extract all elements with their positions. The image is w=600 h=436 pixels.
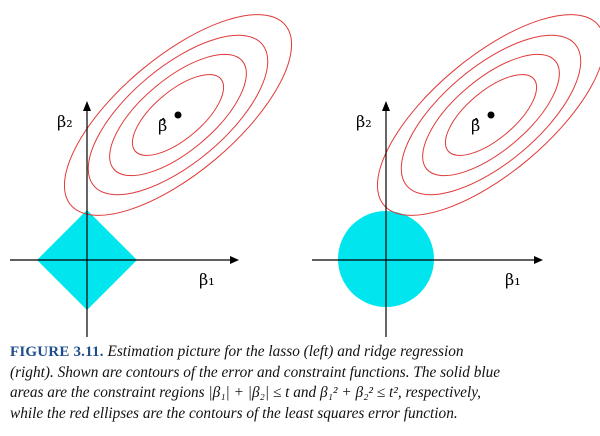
- caption-line-3: areas are the constraint regions |β₁| + …: [10, 384, 481, 402]
- ridge-x-arrow: [534, 256, 543, 264]
- figure-caption: FIGURE 3.11. Estimation picture for the …: [10, 342, 593, 424]
- lasso-x-axis-label: β₁: [199, 270, 215, 289]
- lasso-estimate-label: β̂: [158, 116, 167, 135]
- lasso-contour-outer: [63, 14, 293, 216]
- lasso-y-axis-label: β₂: [57, 112, 73, 131]
- lasso-estimate-point: [174, 111, 182, 119]
- ridge-panel: β̂ β₂ β₁: [312, 14, 600, 337]
- lasso-contour-mid: [109, 53, 247, 177]
- ridge-y-axis-label: β₂: [356, 112, 372, 131]
- ridge-estimate-label: β̂: [471, 116, 480, 135]
- ridge-contour-mid2: [400, 34, 582, 196]
- ridge-x-axis-label: β₁: [505, 270, 521, 289]
- caption-line-1: FIGURE 3.11. Estimation picture for the …: [10, 342, 593, 363]
- ridge-contour-mid: [422, 53, 560, 177]
- lasso-y-arrow: [83, 101, 91, 111]
- lasso-error-contours: [63, 14, 293, 216]
- lasso-panel: β̂ β₂ β₁: [10, 14, 293, 337]
- lasso-contour-inner: [131, 74, 225, 156]
- figure-canvas: β̂ β₂ β₁ β̂ β₂ β₁: [10, 14, 600, 337]
- ridge-contour-inner: [444, 74, 538, 156]
- ridge-error-contours: [376, 14, 600, 216]
- caption-text-1: Estimation picture for the lasso (left) …: [107, 343, 464, 360]
- lasso-contour-mid2: [87, 34, 269, 196]
- lasso-x-arrow: [230, 256, 239, 264]
- caption-line-4: while the red ellipses are the contours …: [10, 404, 458, 422]
- caption-label: FIGURE 3.11.: [10, 344, 104, 360]
- caption-line-2: (right). Shown are contours of the error…: [10, 363, 501, 381]
- ridge-y-arrow: [382, 101, 390, 111]
- ridge-estimate-point: [487, 111, 495, 119]
- ridge-contour-outer: [376, 14, 600, 216]
